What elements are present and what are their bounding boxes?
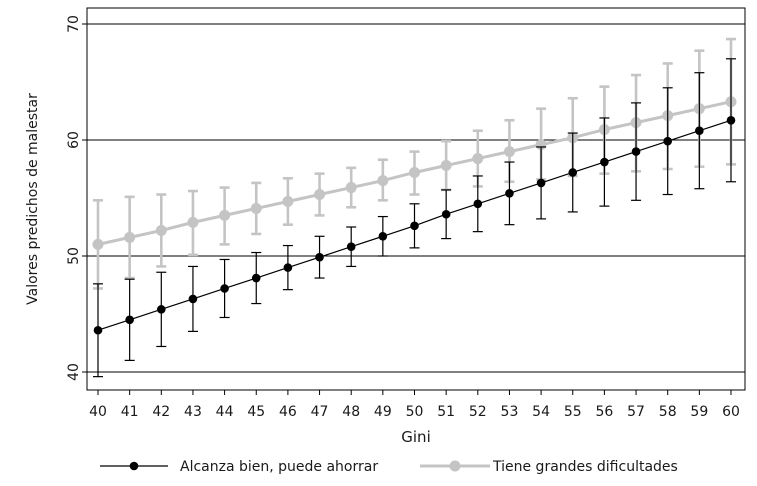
point-dificultades-53 — [503, 146, 515, 158]
x-tick-label-54: 54 — [532, 404, 550, 420]
legend-item-alcanza: Alcanza bien, puede ahorrar — [100, 459, 378, 475]
grid-lines — [87, 23, 745, 373]
x-tick-label-53: 53 — [501, 404, 519, 420]
y-tick-label-70: 70 — [66, 15, 82, 33]
series-alcanza — [93, 58, 736, 378]
point-alcanza-50 — [410, 221, 419, 231]
point-alcanza-40 — [93, 325, 103, 335]
x-tick-label-59: 59 — [690, 404, 708, 420]
point-alcanza-56 — [600, 157, 609, 167]
x-axis: 40 41 42 43 44 45 46 47 48 49 50 51 52 53 54 55 56 57 58 59… — [89, 390, 740, 420]
point-alcanza-53 — [505, 189, 514, 198]
point-alcanza-54 — [536, 178, 546, 188]
x-tick-label-41: 41 — [121, 404, 139, 420]
x-tick-label-48: 48 — [342, 404, 360, 420]
point-alcanza-42 — [157, 305, 166, 314]
series-dificultades — [92, 37, 737, 290]
point-dificultades-47 — [314, 189, 326, 201]
x-tick-label-43: 43 — [184, 404, 202, 420]
plot-frame — [86, 7, 746, 391]
point-dificultades-52 — [472, 153, 484, 165]
legend: Alcanza bien, puede ahorrar Tiene grandes… — [100, 459, 678, 475]
x-tick-label-50: 50 — [406, 404, 424, 420]
x-tick-label-44: 44 — [216, 404, 234, 420]
x-tick-label-52: 52 — [469, 404, 487, 420]
point-alcanza-46 — [283, 263, 293, 272]
series-layer — [92, 37, 737, 378]
point-alcanza-49 — [378, 231, 388, 241]
legend-item-dificultades: Tiene grandes dificultades — [420, 459, 678, 475]
point-alcanza-44 — [220, 284, 229, 293]
point-dificultades-46 — [282, 195, 294, 207]
x-tick-label-45: 45 — [247, 404, 265, 420]
point-alcanza-52 — [473, 199, 483, 209]
point-dificultades-40 — [92, 238, 104, 250]
point-dificultades-41 — [124, 231, 136, 243]
point-alcanza-59 — [695, 126, 704, 136]
legend-label-alcanza: Alcanza bien, puede ahorrar — [180, 459, 378, 475]
x-tick-label-49: 49 — [374, 404, 392, 420]
y-tick-label-40: 40 — [66, 363, 82, 381]
y-tick-label-50: 50 — [66, 247, 82, 265]
point-dificultades-43 — [187, 216, 199, 228]
point-alcanza-43 — [188, 294, 198, 304]
x-tick-label-46: 46 — [279, 404, 297, 420]
point-dificultades-49 — [377, 175, 389, 187]
point-alcanza-41 — [125, 315, 134, 325]
x-tick-label-57: 57 — [627, 404, 645, 420]
y-axis-label: Valores predichos de malestar — [25, 93, 41, 305]
point-alcanza-47 — [315, 252, 324, 262]
x-tick-label-42: 42 — [152, 404, 170, 420]
x-tick-label-60: 60 — [722, 404, 740, 420]
x-tick-label-51: 51 — [437, 404, 455, 420]
point-alcanza-48 — [346, 242, 356, 252]
point-alcanza-57 — [631, 147, 641, 156]
legend-swatch-marker — [129, 461, 139, 471]
point-alcanza-58 — [663, 136, 672, 146]
point-dificultades-42 — [155, 224, 167, 236]
x-tick-label-47: 47 — [311, 404, 329, 420]
x-tick-label-40: 40 — [89, 404, 107, 420]
point-dificultades-44 — [219, 209, 231, 221]
point-dificultades-45 — [250, 202, 262, 214]
x-tick-label-56: 56 — [595, 404, 613, 420]
x-axis-label: Gini — [401, 428, 430, 446]
point-alcanza-60 — [726, 115, 736, 125]
x-tick-label-55: 55 — [564, 404, 582, 420]
x-tick-label-58: 58 — [659, 404, 677, 420]
point-alcanza-51 — [441, 209, 451, 219]
y-axis: 40 50 60 70 — [66, 15, 87, 381]
point-dificultades-51 — [440, 160, 452, 172]
point-dificultades-48 — [345, 182, 357, 194]
legend-label-dificultades: Tiene grandes dificultades — [492, 459, 678, 475]
point-dificultades-50 — [409, 166, 420, 178]
legend-swatch-marker — [449, 460, 461, 472]
point-alcanza-45 — [251, 273, 261, 283]
y-tick-label-60: 60 — [66, 131, 82, 149]
point-alcanza-55 — [568, 168, 578, 177]
